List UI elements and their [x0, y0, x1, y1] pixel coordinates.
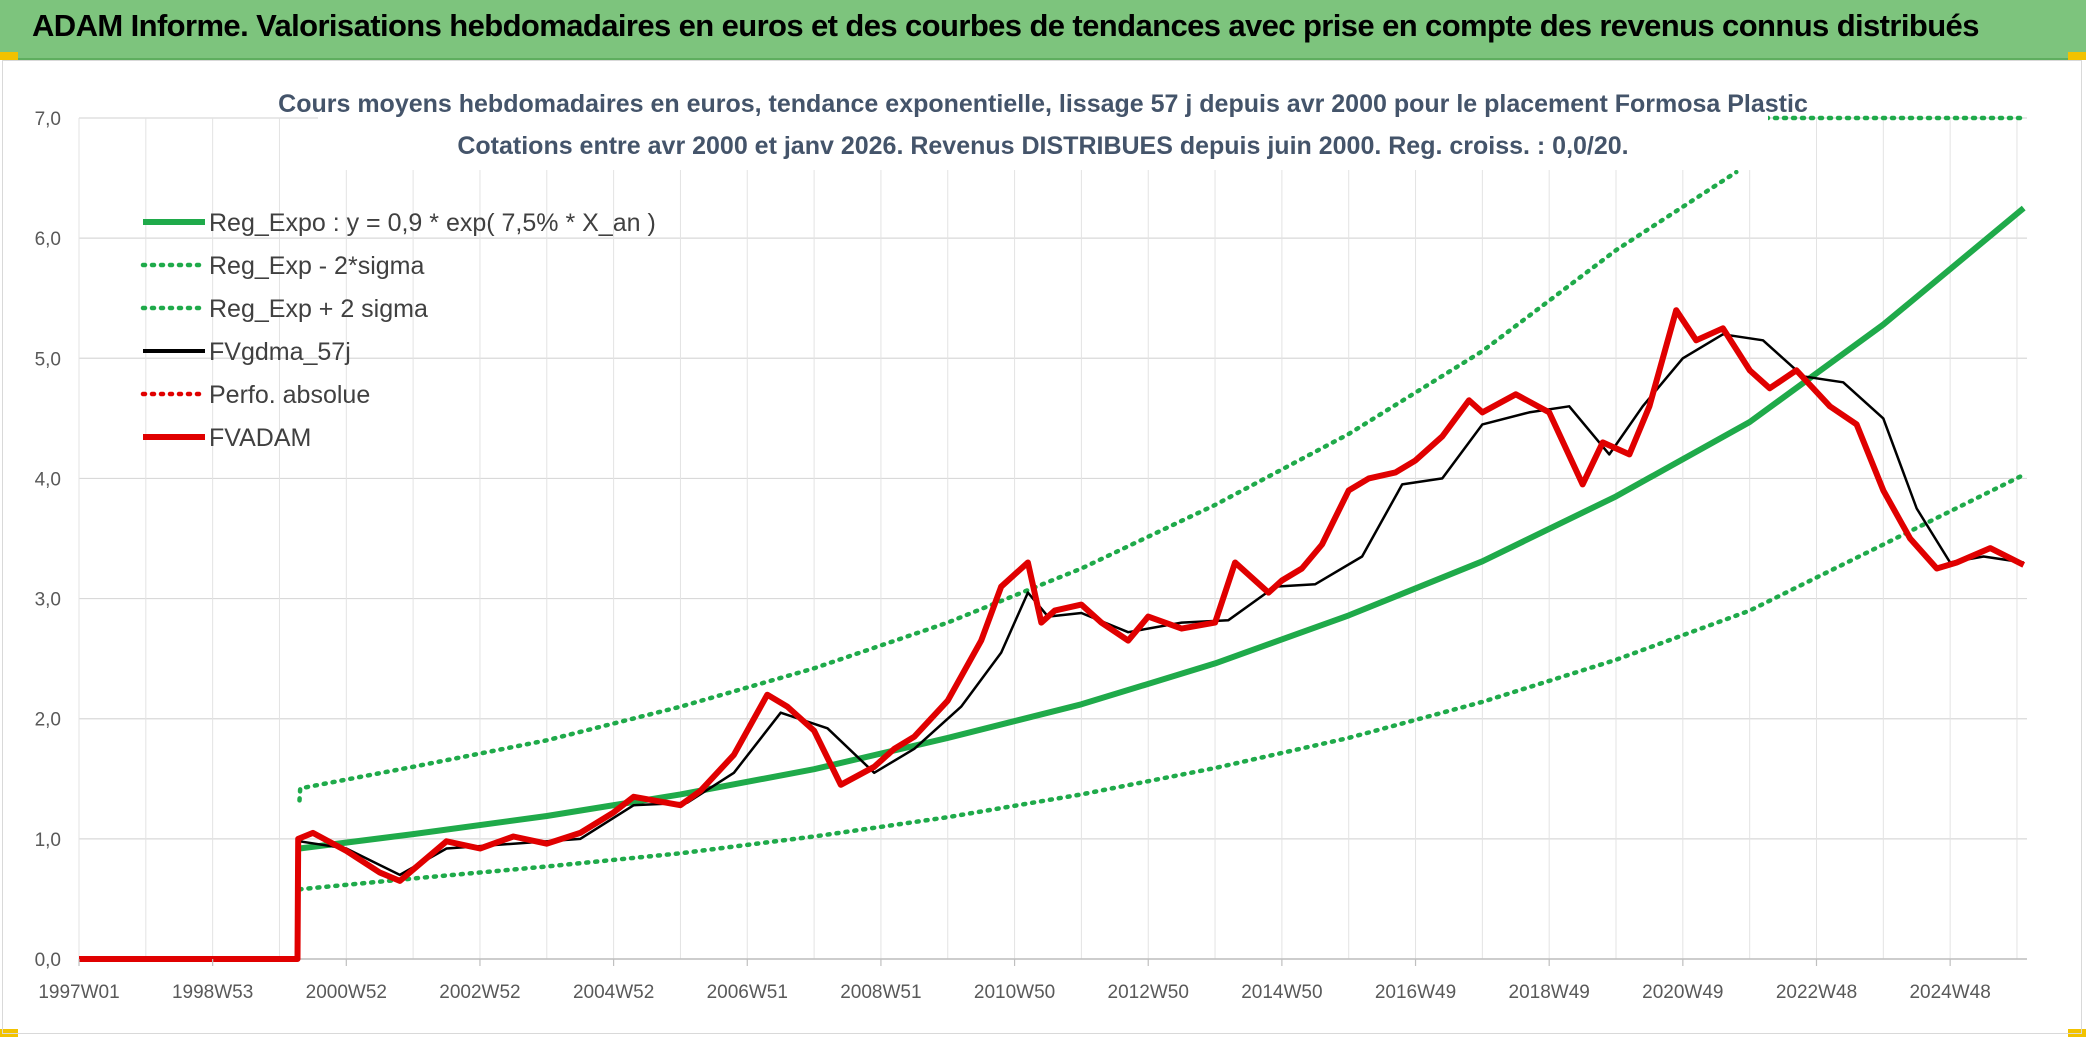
x-tick-label: 2010W50 [974, 982, 1055, 1003]
y-tick-label: 7,0 [35, 109, 61, 130]
y-tick-label: 2,0 [35, 710, 61, 731]
x-tick-label: 2022W48 [1776, 982, 1857, 1003]
x-tick-label: 2002W52 [439, 982, 520, 1003]
legend-label: FVADAM [209, 424, 311, 452]
series-line-2 [297, 169, 1739, 803]
chart-title-line-2: Cotations entre avr 2000 et janv 2026. R… [457, 132, 1628, 160]
x-tick-label: 1997W01 [38, 982, 119, 1003]
x-tick-label: 2024W48 [1909, 982, 1990, 1003]
x-tick-label: 2004W52 [573, 982, 654, 1003]
series-line-1 [297, 472, 2026, 892]
chart-title: Cours moyens hebdomadaires en euros, ten… [278, 84, 1808, 170]
series-line-3 [299, 333, 2024, 877]
series-line-4 [79, 307, 2026, 962]
header-bar: ADAM Informe. Valorisations hebdomadaire… [0, 0, 2086, 60]
corner-mark-left [0, 52, 18, 60]
x-tick-label: 2020W49 [1642, 982, 1723, 1003]
x-tick-label: 1998W53 [172, 982, 253, 1003]
series-layer [79, 115, 2030, 962]
x-tick-label: 2012W50 [1108, 982, 1189, 1003]
x-tick-label: 2016W49 [1375, 982, 1456, 1003]
y-tick-label: 0,0 [35, 950, 61, 971]
grid [78, 117, 2027, 960]
legend-label: Reg_Expo : y = 0,9 * exp( 7,5% * X_an ) [209, 209, 656, 237]
chart-title-line-1: Cours moyens hebdomadaires en euros, ten… [278, 90, 1808, 118]
legend-label: Perfo. absolue [209, 381, 370, 409]
y-tick-label: 4,0 [35, 469, 61, 490]
legend-label: FVgdma_57j [209, 338, 351, 366]
y-tick-label: 5,0 [35, 349, 61, 370]
x-tick-label: 2008W51 [840, 982, 921, 1003]
x-tick-label: 2006W51 [707, 982, 788, 1003]
header-title: ADAM Informe. Valorisations hebdomadaire… [32, 8, 1979, 43]
legend: Reg_Expo : y = 0,9 * exp( 7,5% * X_an ) R… [140, 209, 656, 452]
corner-mark-right [2068, 52, 2086, 60]
y-tick-label: 6,0 [35, 229, 61, 250]
y-tick-label: 3,0 [35, 590, 61, 611]
chart-frame [2, 60, 2082, 1034]
x-tick-label: 2000W52 [306, 982, 387, 1003]
axis-labels: 0,0 1,0 2,0 3,0 4,0 5,0 6,0 7,0 1997W01 1998W53 20… [35, 109, 1991, 1003]
y-tick-label: 1,0 [35, 830, 61, 851]
x-tick-label: 2014W50 [1241, 982, 1322, 1003]
legend-label: Reg_Exp - 2*sigma [209, 252, 424, 280]
legend-label: Reg_Exp + 2 sigma [209, 295, 428, 323]
chart-title-background [318, 84, 1768, 170]
series-line-0 [299, 205, 2026, 852]
x-tick-label: 2018W49 [1509, 982, 1590, 1003]
